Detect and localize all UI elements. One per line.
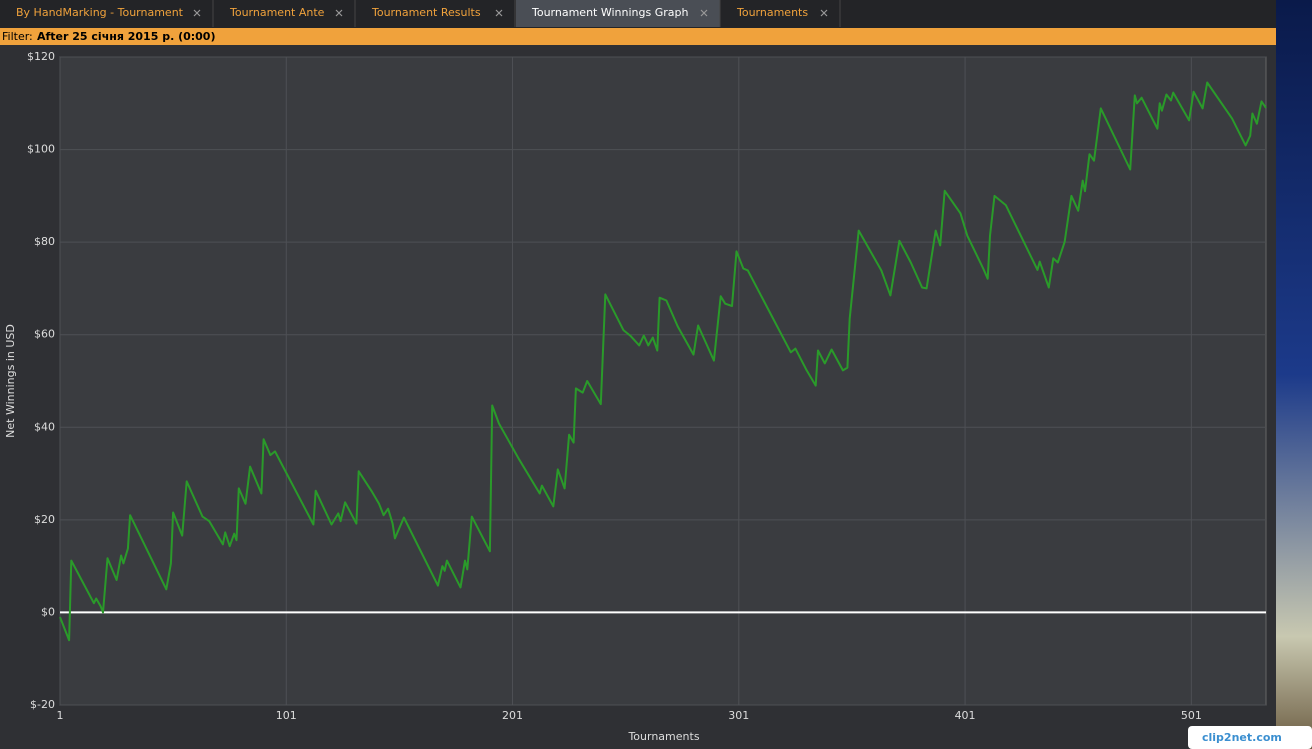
tab-close[interactable] <box>335 9 343 17</box>
y-tick-label: $20 <box>34 513 55 526</box>
y-tick-label: $40 <box>34 420 55 433</box>
y-tick-label: $120 <box>27 50 55 63</box>
tab[interactable] <box>356 0 515 27</box>
winnings-line <box>59 81 1267 642</box>
x-tick-label: 201 <box>502 709 523 722</box>
tab[interactable] <box>721 0 840 27</box>
x-tick-label: 501 <box>1181 709 1202 722</box>
y-tick-label: $100 <box>27 143 55 156</box>
filter-value: After 25 січня 2015 р. (0:00) <box>37 30 216 43</box>
x-tick-label: 401 <box>955 709 976 722</box>
y-tick-label: $-20 <box>30 698 55 711</box>
x-tick-label: 1 <box>57 709 64 722</box>
filter-label: Filter: <box>2 30 33 43</box>
tab-label[interactable]: Tournament Winnings Graph <box>531 6 688 19</box>
tab[interactable] <box>516 0 720 27</box>
tab-close[interactable] <box>700 9 708 17</box>
filter-bar <box>0 28 1276 45</box>
y-axis-title: Net Winnings in USD <box>4 324 17 438</box>
y-tick-label: $60 <box>34 328 55 341</box>
tab[interactable] <box>214 0 355 27</box>
tab-close[interactable] <box>495 9 503 17</box>
tab-label[interactable]: Tournament Results <box>371 6 481 19</box>
tab-close[interactable] <box>820 9 828 17</box>
x-tick-label: 101 <box>276 709 297 722</box>
tab-label[interactable]: By HandMarking - Tournament <box>16 6 184 19</box>
tab-label[interactable]: Tournament Ante <box>229 6 325 19</box>
watermark-box <box>1188 726 1312 749</box>
y-tick-label: $0 <box>41 605 55 618</box>
x-tick-label: 301 <box>728 709 749 722</box>
tab-label[interactable]: Tournaments <box>736 6 808 19</box>
desktop-background <box>1276 0 1312 749</box>
plot-area <box>59 56 1267 706</box>
tab[interactable] <box>0 0 213 27</box>
tab-close[interactable] <box>193 9 201 17</box>
y-tick-label: $80 <box>34 235 55 248</box>
x-axis-title: Tournaments <box>627 730 699 743</box>
watermark: clip2net.com <box>1202 731 1282 744</box>
